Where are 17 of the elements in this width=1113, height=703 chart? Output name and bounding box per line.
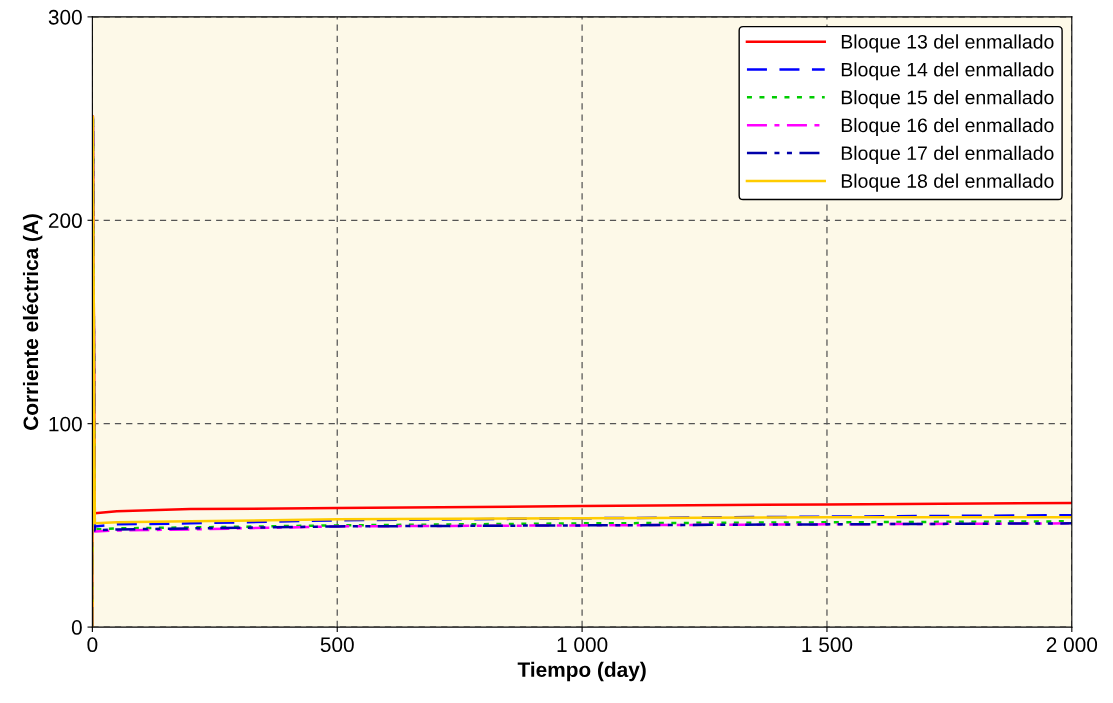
x-axis-title: Tiempo (day): [517, 661, 646, 682]
legend-label: Bloque 18 del enmallado: [841, 173, 1054, 192]
x-tick-label: 500: [320, 637, 354, 653]
y-tick-label: 0: [71, 620, 82, 635]
legend-label: Bloque 13 del enmallado: [841, 34, 1054, 53]
x-tick-label: 0: [87, 637, 98, 653]
x-tick-label: 2 000: [1046, 637, 1098, 653]
y-axis-title: Corriente eléctrica (A): [22, 214, 43, 430]
y-tick-label: 200: [48, 213, 82, 229]
legend-label: Bloque 16 del enmallado: [841, 117, 1054, 137]
y-tick-label: 100: [49, 416, 82, 432]
legend-label: Bloque 14 del enmallado: [841, 62, 1054, 81]
legend-label: Bloque 17 del enmallado: [841, 145, 1054, 164]
y-tick-label: 300: [48, 9, 82, 25]
x-tick-label: 1 000: [557, 637, 608, 653]
x-tick-label: 1 500: [802, 637, 853, 653]
legend-label: Bloque 15 del enmallado: [841, 90, 1054, 109]
